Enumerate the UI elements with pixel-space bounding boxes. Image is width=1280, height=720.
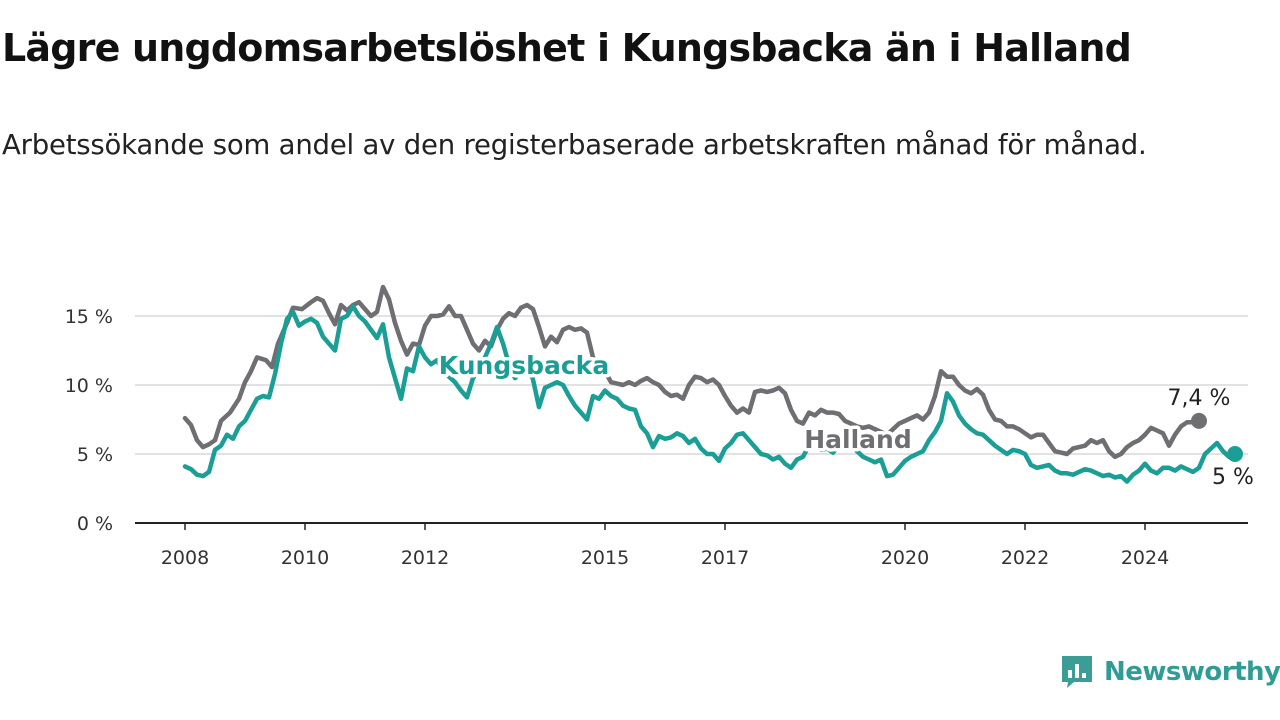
halland-end-point: [1191, 412, 1207, 429]
x-tick-label: 2017: [701, 547, 749, 569]
y-tick-label: 0 %: [77, 513, 113, 535]
halland-series-label: Halland: [804, 425, 912, 454]
kungsbacka-series-label: Kungsbacka: [439, 351, 609, 380]
x-tick-label: 2010: [281, 547, 329, 569]
y-tick-label: 5 %: [77, 444, 113, 466]
chart-title: Lägre ungdomsarbetslöshet i Kungsbacka ä…: [2, 26, 1132, 70]
y-tick-label: 10 %: [65, 375, 113, 397]
newsworthy-logo: Newsworthy: [1060, 654, 1280, 690]
kungsbacka-end-point: [1227, 446, 1243, 462]
kungsbacka-line: [182, 304, 1238, 484]
logo-text: Newsworthy: [1104, 657, 1280, 687]
x-tick-label: 2020: [881, 547, 929, 569]
x-tick-label: 2022: [1001, 547, 1049, 569]
halland-end-value: 7,4 %: [1168, 386, 1231, 411]
y-tick-label: 15 %: [65, 306, 113, 328]
kungsbacka-end-value: 5 %: [1212, 465, 1254, 490]
halland-line: [182, 284, 1202, 460]
x-tick-label: 2008: [161, 547, 209, 569]
x-tick-label: 2012: [401, 547, 449, 569]
x-tick-label: 2024: [1121, 547, 1169, 569]
bar-chart-speech-bubble-icon: [1062, 656, 1092, 688]
x-tick-label: 2015: [581, 547, 629, 569]
chart-subtitle: Arbetssökande som andel av den registerb…: [2, 129, 1147, 161]
